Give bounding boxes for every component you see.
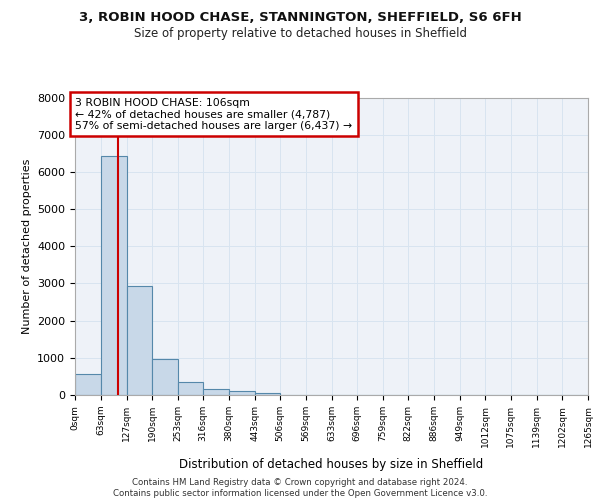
Bar: [75, 374, 101, 395]
Bar: [254, 392, 280, 395]
Bar: [203, 389, 229, 395]
Text: 3 ROBIN HOOD CHASE: 106sqm
← 42% of detached houses are smaller (4,787)
57% of s: 3 ROBIN HOOD CHASE: 106sqm ← 42% of deta…: [75, 98, 352, 130]
Bar: [152, 359, 178, 395]
Text: Size of property relative to detached houses in Sheffield: Size of property relative to detached ho…: [133, 28, 467, 40]
Bar: [101, 156, 127, 395]
Bar: [127, 286, 152, 395]
Bar: [178, 382, 203, 395]
Bar: [229, 392, 254, 395]
X-axis label: Distribution of detached houses by size in Sheffield: Distribution of detached houses by size …: [179, 458, 484, 471]
Text: 3, ROBIN HOOD CHASE, STANNINGTON, SHEFFIELD, S6 6FH: 3, ROBIN HOOD CHASE, STANNINGTON, SHEFFI…: [79, 11, 521, 24]
Text: Contains HM Land Registry data © Crown copyright and database right 2024.
Contai: Contains HM Land Registry data © Crown c…: [113, 478, 487, 498]
Y-axis label: Number of detached properties: Number of detached properties: [22, 158, 32, 334]
